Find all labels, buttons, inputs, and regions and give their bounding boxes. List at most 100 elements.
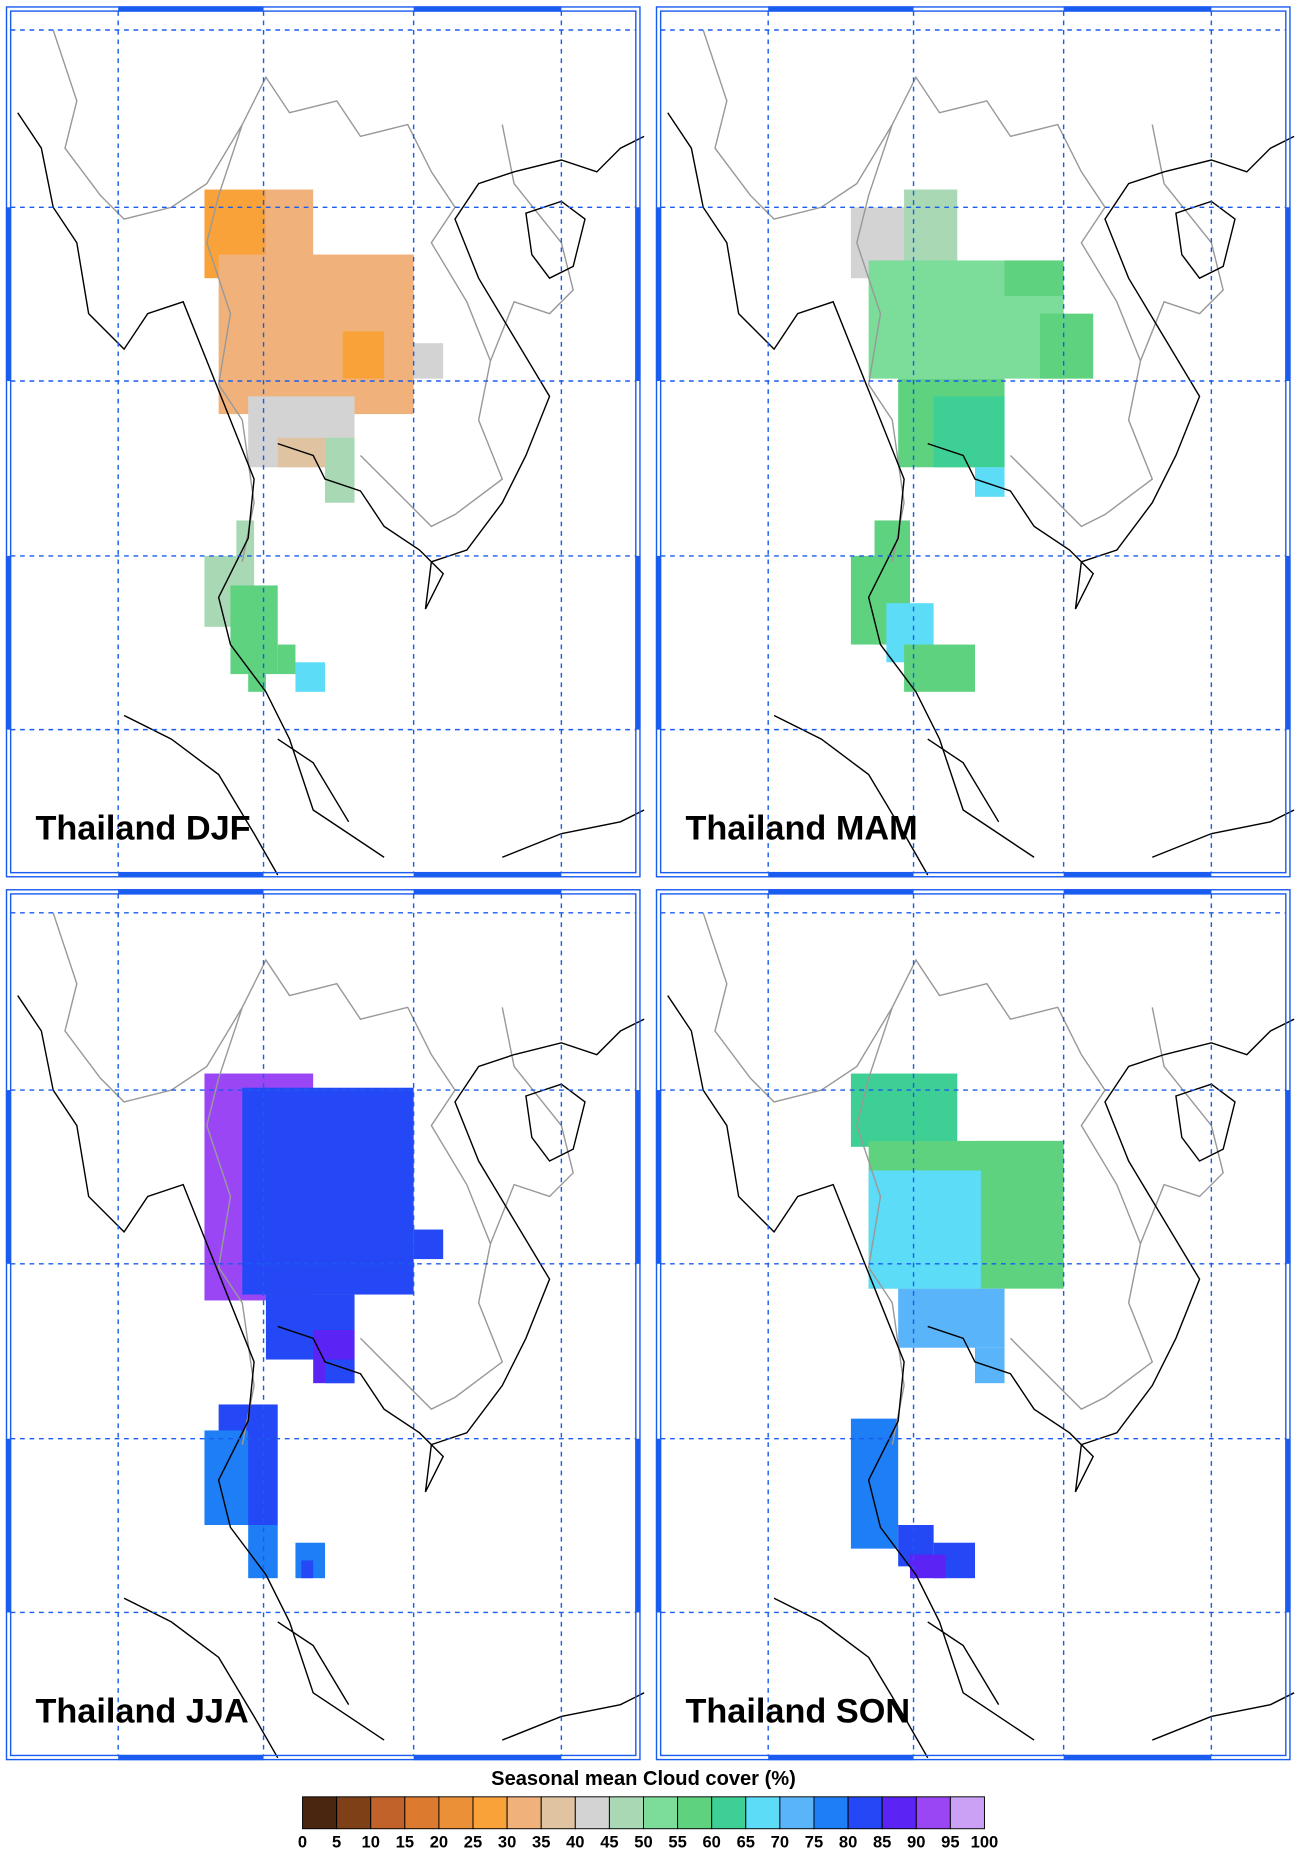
colorbar-label: 50: [634, 1833, 652, 1852]
colorbar-label: 40: [566, 1833, 584, 1852]
colorbar-label: 60: [702, 1833, 720, 1852]
colorbar-bin: [881, 1796, 917, 1830]
colorbar-bin: [745, 1796, 781, 1830]
colorbar-bin: [677, 1796, 713, 1830]
colorbar-bin: [779, 1796, 815, 1830]
cloud-cell: [325, 1359, 355, 1384]
frame-tick: [1285, 1090, 1291, 1264]
colorbar-label: 85: [873, 1833, 891, 1852]
panel-title: Thailand SON: [685, 1692, 910, 1730]
cloud-cell: [242, 1087, 414, 1295]
frame-tick: [655, 1090, 661, 1264]
colorbar-bin: [608, 1796, 644, 1830]
cloud-cell: [230, 585, 278, 675]
panel-title: Thailand JJA: [35, 1692, 248, 1730]
cloud-cell: [933, 396, 1005, 468]
colorbar-label: 20: [430, 1833, 448, 1852]
frame-inner: [9, 10, 637, 874]
frame-tick: [655, 207, 661, 381]
map-panel: Thailand JJA: [5, 889, 645, 1761]
colorbar-bin: [438, 1796, 474, 1830]
frame-outer: [5, 6, 641, 878]
frame-tick: [768, 1755, 914, 1761]
colorbar-bin: [540, 1796, 576, 1830]
colorbar-bin: [711, 1796, 747, 1830]
frame-tick: [5, 1438, 11, 1613]
colorbar-bin: [574, 1796, 610, 1830]
colorbar-bin: [472, 1796, 508, 1830]
map-panel: Thailand MAM: [655, 6, 1295, 878]
colorbar-bin: [949, 1796, 985, 1830]
cloud-cell: [898, 1288, 1005, 1348]
cloud-cell: [850, 1073, 958, 1147]
cloud-cell: [850, 555, 887, 645]
colorbar-label: 30: [498, 1833, 516, 1852]
cloud-cell: [1004, 260, 1064, 296]
frame-tick: [1285, 1438, 1291, 1613]
frame-tick: [768, 872, 914, 878]
cloud-cell: [342, 331, 385, 379]
colorbar-bin: [643, 1796, 679, 1830]
colorbar-label: 90: [907, 1833, 925, 1852]
colorbar-bin: [506, 1796, 542, 1830]
colorbar-title: Seasonal mean Cloud cover (%): [491, 1768, 796, 1790]
cloud-cell: [975, 1140, 1064, 1230]
colorbar-bin: [813, 1796, 849, 1830]
colorbar-bin: [302, 1796, 338, 1830]
frame-tick: [413, 6, 562, 12]
frame-tick: [413, 889, 562, 894]
colorbar-label: 55: [668, 1833, 686, 1852]
frame-tick: [768, 889, 914, 894]
colorbar-label: 65: [737, 1833, 755, 1852]
frame-outer: [655, 6, 1291, 878]
cloud-cell: [295, 662, 325, 692]
frame-tick: [118, 6, 264, 12]
cloud-cell: [248, 674, 266, 692]
frame-tick: [635, 555, 641, 730]
frame-tick: [413, 1755, 562, 1761]
frame-tick: [1063, 889, 1212, 894]
colorbar-bin: [915, 1796, 951, 1830]
panel-title: Thailand DJF: [35, 810, 250, 848]
frame-tick: [635, 207, 641, 381]
frame-tick: [5, 207, 11, 381]
cloud-cell: [301, 1560, 314, 1579]
colorbar-bin: [847, 1796, 883, 1830]
colorbar-bin: [404, 1796, 440, 1830]
colorbar-label: 95: [941, 1833, 959, 1852]
cloud-cell: [850, 1418, 899, 1549]
colorbar-label: 25: [464, 1833, 482, 1852]
cloud-cell: [868, 1170, 981, 1289]
cloud-cell: [904, 644, 975, 692]
colorbar-label: 70: [771, 1833, 789, 1852]
frame-tick: [655, 1438, 661, 1613]
colorbar-label: 0: [298, 1833, 307, 1852]
colorbar-label: 75: [805, 1833, 823, 1852]
frame-inner: [659, 893, 1287, 1757]
cloud-cell: [413, 1229, 444, 1260]
frame-tick: [655, 555, 661, 730]
frame-inner: [659, 10, 1287, 874]
frame-inner: [9, 893, 637, 1757]
frame-tick: [413, 872, 562, 878]
frame-tick: [1285, 555, 1291, 730]
colorbar-label: 10: [362, 1833, 380, 1852]
frame-tick: [5, 1090, 11, 1264]
cloud-cell: [325, 437, 355, 503]
cloud-cell: [1040, 313, 1094, 379]
colorbar-label: 100: [971, 1833, 999, 1852]
cloud-cell: [975, 1347, 1005, 1384]
colorbar-bin: [336, 1796, 372, 1830]
colorbar-label: 45: [600, 1833, 618, 1852]
colorbar-label: 5: [332, 1833, 341, 1852]
cloud-cell: [325, 1140, 414, 1183]
colorbar-label: 15: [396, 1833, 414, 1852]
frame-tick: [1063, 1755, 1212, 1761]
frame-tick: [1285, 207, 1291, 381]
map-panel: Thailand SON: [655, 889, 1295, 1761]
frame-tick: [635, 1090, 641, 1264]
cloud-cell: [975, 467, 1005, 497]
frame-tick: [118, 1755, 264, 1761]
